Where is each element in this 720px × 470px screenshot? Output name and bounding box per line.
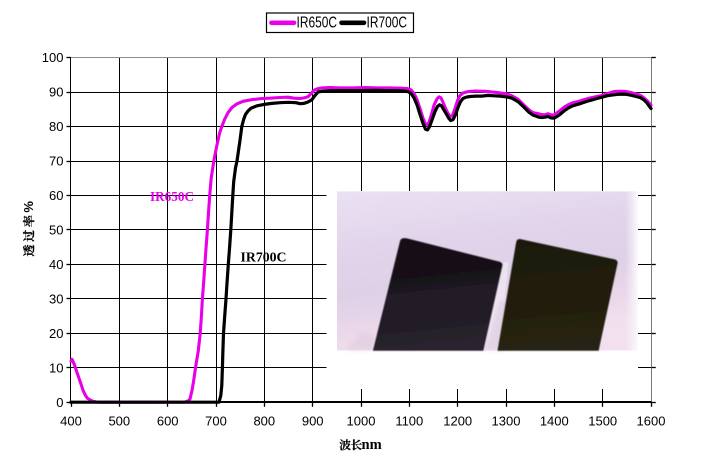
svg-text:1400: 1400 — [540, 414, 569, 429]
svg-text:900: 900 — [302, 414, 324, 429]
svg-text:30: 30 — [49, 291, 63, 306]
svg-text:1600: 1600 — [637, 414, 666, 429]
svg-text:1500: 1500 — [588, 414, 617, 429]
svg-text:IR700C: IR700C — [367, 15, 408, 32]
svg-text:1200: 1200 — [443, 414, 472, 429]
svg-text:70: 70 — [49, 154, 63, 169]
svg-text:50: 50 — [49, 222, 63, 237]
svg-text:IR650C: IR650C — [150, 189, 194, 204]
svg-text:400: 400 — [60, 414, 82, 429]
svg-text:60: 60 — [49, 188, 63, 203]
svg-text:nm: nm — [362, 437, 382, 453]
svg-text:1100: 1100 — [395, 414, 423, 429]
svg-text:%: % — [21, 201, 36, 213]
svg-text:10: 10 — [49, 360, 63, 375]
svg-text:IR700C: IR700C — [241, 249, 287, 264]
svg-text:500: 500 — [108, 414, 130, 429]
svg-text:1300: 1300 — [492, 414, 521, 429]
svg-text:20: 20 — [49, 326, 63, 341]
svg-text:600: 600 — [157, 414, 179, 429]
svg-text:IR650C: IR650C — [297, 15, 338, 32]
svg-text:1000: 1000 — [347, 414, 376, 429]
svg-text:0: 0 — [56, 395, 63, 410]
svg-text:800: 800 — [253, 414, 275, 429]
svg-text:700: 700 — [205, 414, 227, 429]
svg-text:100: 100 — [42, 50, 64, 65]
svg-text:90: 90 — [49, 85, 63, 100]
svg-text:40: 40 — [49, 257, 63, 272]
svg-text:80: 80 — [49, 119, 63, 134]
